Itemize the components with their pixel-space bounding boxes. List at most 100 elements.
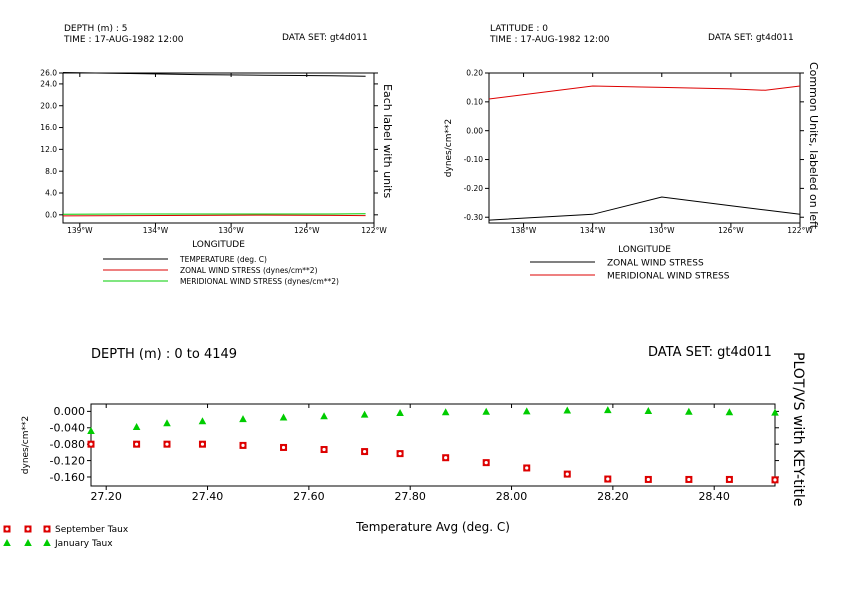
p3-x-tick-label-28-20: 28.20 <box>597 490 629 503</box>
p3-right-axis-label: PLOT/VS with KEY-title <box>790 352 806 506</box>
p2-series-line-zonal-wind-stress <box>488 196 801 221</box>
p2-x-axis-label: LONGITUDE <box>618 245 671 255</box>
marker-hole <box>444 456 448 460</box>
panel-top-left: DEPTH (m) : 5 TIME : 17-AUG-1982 12:00 D… <box>40 24 394 286</box>
p3-y-axis-label: dynes/cm**2 <box>21 416 31 474</box>
p3-point-september-taux-17 <box>771 476 779 484</box>
p3-header-left: DEPTH (m) : 0 to 4149 <box>91 347 237 362</box>
p1-legend: TEMPERATURE (deg. C) ZONAL WIND STRESS (d… <box>103 255 339 286</box>
p3-legend-label-september-taux: September Taux <box>55 525 129 535</box>
p3-x-tick-label-28-40: 28.40 <box>698 490 730 503</box>
p1-x-tick-label-122-w: 122°W <box>361 226 387 235</box>
p3-point-january-taux-6 <box>320 412 328 420</box>
p2-y-tick-label-0-20: 0.20 <box>466 69 483 78</box>
p1-y-tick-label-8-0: 8.0 <box>45 167 57 176</box>
p3-point-january-taux-10 <box>482 407 490 415</box>
p3-legend-marker-september-taux-2 <box>43 525 51 533</box>
p3-point-september-taux-8 <box>396 450 404 458</box>
marker-hole <box>322 447 326 452</box>
p3-legend-marker-september-taux-1 <box>24 525 32 533</box>
marker-hole <box>26 527 30 531</box>
p1-header-left-1: DEPTH (m) : 5 <box>64 24 127 34</box>
p1-header-right: DATA SET: gt4d011 <box>282 33 368 43</box>
marker-hole <box>165 442 169 446</box>
marker-hole <box>687 477 691 482</box>
marker-hole <box>727 477 732 482</box>
p3-point-september-taux-14 <box>644 475 652 483</box>
marker-hole <box>398 452 402 456</box>
marker-hole <box>565 472 569 476</box>
p1-y-tick-label-20-0: 20.0 <box>40 101 57 110</box>
p2-x-ticks: 138°W 134°W 130°W 126°W 122°W <box>511 73 813 235</box>
p3-point-september-taux-3 <box>198 440 206 448</box>
p3-point-january-taux-0 <box>87 427 95 435</box>
p3-point-september-taux-2 <box>163 440 171 448</box>
p3-legend-marker-january-taux-0 <box>3 539 11 546</box>
p3-x-tick-label-27-60: 27.60 <box>293 490 325 503</box>
p3-point-january-taux-3 <box>198 417 207 425</box>
p2-plot-frame <box>488 72 801 224</box>
p3-point-january-taux-8 <box>396 409 404 417</box>
marker-hole <box>5 527 9 531</box>
p2-y-tick-label-0-30: -0.30 <box>464 213 484 222</box>
p1-y-tick-label-0-0: 0.0 <box>45 210 57 219</box>
p3-point-september-taux-4 <box>239 441 247 449</box>
marker-hole <box>606 477 610 481</box>
p3-point-january-taux-1 <box>132 422 141 430</box>
p1-legend-label-zonal-wind-stress-dynes-cm-2: ZONAL WIND STRESS (dynes/cm**2) <box>180 266 318 275</box>
p1-x-tick-label-130-w: 130°W <box>218 226 244 235</box>
p1-y-tick-label-4-0: 4.0 <box>45 189 57 198</box>
p3-point-september-taux-13 <box>604 475 612 483</box>
p3-point-january-taux-12 <box>563 406 572 414</box>
p2-x-tick-label-126-w: 126°W <box>718 226 744 235</box>
p3-series <box>87 406 779 484</box>
panel-bottom: DEPTH (m) : 0 to 4149 DATA SET: gt4d011 … <box>3 345 806 549</box>
p1-y-tick-label-24-0: 24.0 <box>40 80 57 89</box>
p2-header-right: DATA SET: gt4d011 <box>708 33 794 43</box>
p3-legend-marker-january-taux-2 <box>43 539 51 546</box>
p3-legend: September Taux January Taux <box>3 525 129 549</box>
marker-hole <box>200 442 205 446</box>
p3-point-january-taux-5 <box>279 413 288 421</box>
p3-x-tick-label-27-40: 27.40 <box>192 490 224 503</box>
p3-y-tick-label-0-080: -0.080 <box>50 438 85 451</box>
p1-y-tick-label-16-0: 16.0 <box>40 123 57 132</box>
p2-x-tick-label-122-w: 122°W <box>787 226 813 235</box>
marker-hole <box>45 527 49 531</box>
p3-y-tick-label-0-160: -0.160 <box>50 471 85 484</box>
p2-y-tick-label-0-20: -0.20 <box>464 184 484 193</box>
p2-series-line-meridional-wind-stress <box>488 85 801 100</box>
p3-plot-frame <box>90 403 776 487</box>
p3-legend-marker-september-taux-0 <box>3 525 11 533</box>
p1-legend-label-meridional-wind-stress-dynes-cm-2: MERIDIONAL WIND STRESS (dynes/cm**2) <box>180 277 339 286</box>
p1-x-tick-label-126-w: 126°W <box>294 226 320 235</box>
p1-legend-label-temperature-deg-c: TEMPERATURE (deg. C) <box>179 255 267 264</box>
p3-point-january-taux-16 <box>725 408 734 416</box>
p3-point-january-taux-15 <box>685 407 693 415</box>
p2-legend: ZONAL WIND STRESS MERIDIONAL WIND STRESS <box>530 259 730 282</box>
p1-x-ticks: 139°W 134°W 130°W 126°W 122°W <box>67 73 387 235</box>
p1-plot-frame <box>62 72 375 224</box>
p1-y-ticks: 26.0 24.0 20.0 16.0 12.0 8.0 4.0 0.0 <box>40 69 378 219</box>
p3-point-september-taux-6 <box>320 446 328 454</box>
p3-point-january-taux-4 <box>239 415 247 423</box>
p3-point-september-taux-16 <box>725 475 733 483</box>
p1-x-tick-label-139-w: 139°W <box>67 226 93 235</box>
p2-x-tick-label-138-w: 138°W <box>511 226 537 235</box>
p3-point-september-taux-11 <box>523 464 531 472</box>
marker-hole <box>484 461 488 465</box>
p3-point-january-taux-11 <box>522 407 531 415</box>
p1-series-line-zonal-wind-stress-dynes-cm-2 <box>62 214 366 217</box>
p3-x-ticks: 27.20 27.40 27.60 27.80 28.00 28.20 28.40 <box>90 404 730 503</box>
p2-y-axis-label: dynes/cm**2 <box>444 119 454 177</box>
p3-point-september-taux-15 <box>685 475 693 483</box>
p2-legend-label-zonal-wind-stress: ZONAL WIND STRESS <box>607 259 704 269</box>
p3-point-september-taux-10 <box>482 459 490 467</box>
p3-point-january-taux-17 <box>771 408 779 416</box>
p3-x-tick-label-27-20: 27.20 <box>90 490 122 503</box>
p3-point-january-taux-2 <box>163 419 171 427</box>
p3-point-september-taux-7 <box>361 448 369 456</box>
p2-header-left-2: TIME : 17-AUG-1982 12:00 <box>489 35 610 45</box>
p2-y-tick-label-0-00: 0.00 <box>466 126 483 135</box>
